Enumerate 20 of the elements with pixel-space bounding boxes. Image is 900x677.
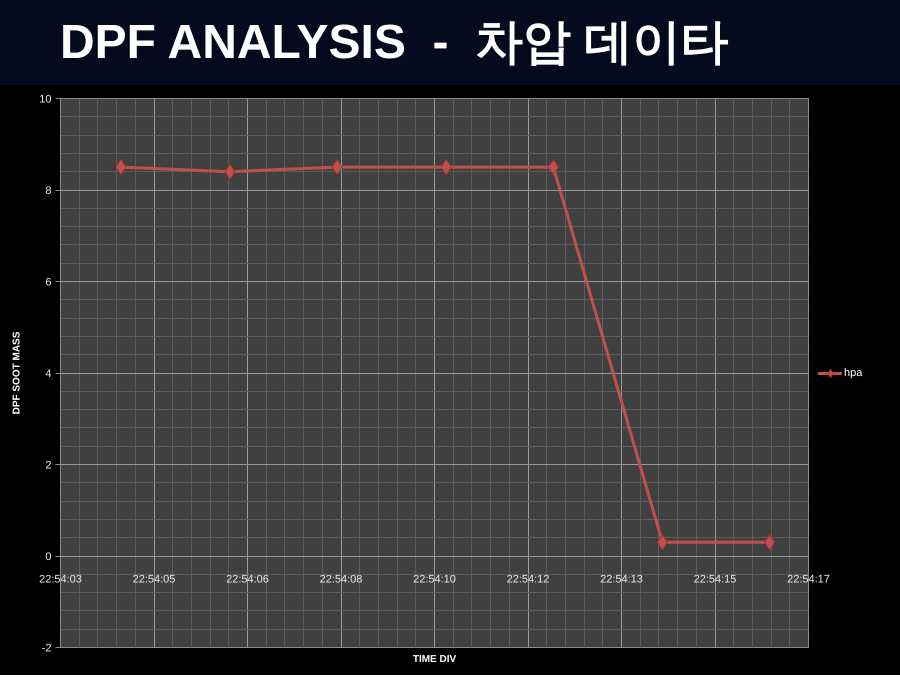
y-tick-label: 10: [39, 94, 52, 106]
y-tick-label: 6: [45, 276, 52, 288]
x-axis-title: TIME DIV: [412, 654, 456, 665]
chart-title: DPF ANALYSIS - 차압 데이타: [60, 15, 729, 71]
x-tick-label: 22:54:06: [226, 574, 269, 586]
y-tick-label: 8: [45, 185, 52, 197]
y-tick-label: -2: [42, 642, 52, 654]
y-tick-label: 4: [45, 368, 52, 380]
x-tick-label: 22:54:08: [320, 574, 362, 586]
x-tick-label: 22:54:13: [600, 574, 643, 586]
x-tick-label: 22:54:15: [694, 574, 736, 586]
x-tick-label: 22:54:03: [39, 574, 82, 586]
y-tick-label: 0: [45, 551, 52, 563]
y-tick-label: 2: [45, 460, 52, 472]
x-tick-label: 22:54:12: [506, 574, 550, 586]
y-axis-title: DPF SOOT MASS: [11, 331, 22, 414]
x-tick-label: 22:54:17: [787, 574, 830, 586]
x-tick-label: 22:54:05: [132, 574, 176, 586]
legend-label: hpa: [844, 366, 864, 378]
x-tick-label: 22:54:10: [413, 574, 456, 586]
